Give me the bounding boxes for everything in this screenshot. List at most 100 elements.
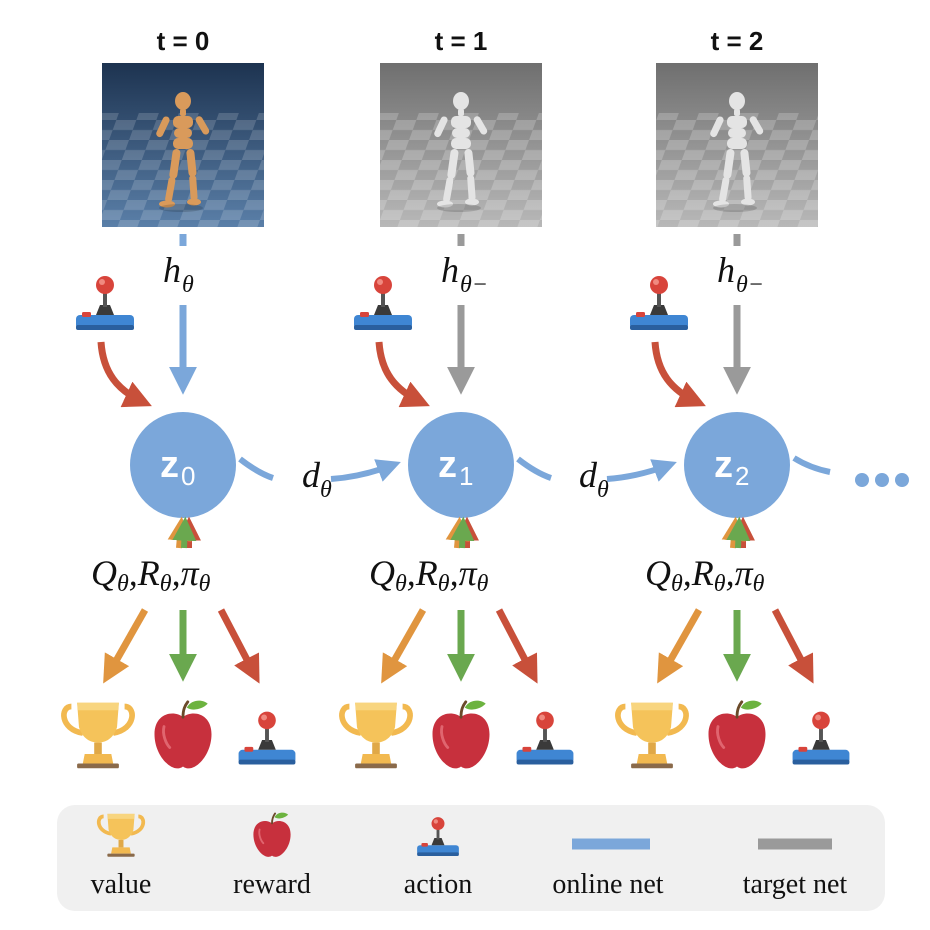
- legend-reward-label: reward: [233, 869, 311, 900]
- latent-node-circle: [684, 412, 790, 518]
- dynamics-stem: [516, 456, 553, 481]
- latent-node-symbol: z: [714, 444, 733, 486]
- policy-output-arrow: [771, 608, 814, 684]
- head-symbol: Q: [91, 553, 117, 593]
- head-subscript: θ: [753, 571, 765, 597]
- head-subscript: θ: [160, 571, 172, 597]
- timestep-title: t = 2: [711, 26, 764, 56]
- head-symbol: ,: [129, 553, 138, 593]
- head-symbol: R: [137, 553, 160, 593]
- encoder-subscript: θ: [182, 272, 194, 298]
- dynamics-label: d: [302, 455, 321, 495]
- heads-label: Qθ,Rθ,πθ: [645, 553, 765, 597]
- head-symbol: R: [691, 553, 714, 593]
- value-output-arrow: [103, 608, 149, 684]
- trophy-icon: [64, 703, 132, 769]
- head-subscript: θ: [199, 571, 211, 597]
- ellipsis-dot: [895, 473, 909, 487]
- dynamics-stem: [238, 456, 275, 481]
- timestep-title: t = 1: [435, 26, 488, 56]
- head-symbol: ,: [407, 553, 416, 593]
- value-output-arrow: [381, 608, 427, 684]
- legend-action-label: action: [404, 869, 472, 900]
- figure-shadow: [437, 204, 481, 212]
- apple-icon: [153, 699, 213, 770]
- latent-node-subscript: 1: [459, 461, 473, 491]
- joystick-icon: [76, 276, 134, 330]
- heads-label: Qθ,Rθ,πθ: [369, 553, 489, 597]
- head-symbol: ,: [172, 553, 181, 593]
- action-input-arrow: [97, 341, 152, 408]
- head-arrow-up-value: [721, 516, 746, 549]
- dynamics-subscript: θ: [320, 477, 332, 503]
- encoder-label: h: [717, 250, 735, 290]
- latent-node-subscript: 2: [735, 461, 749, 491]
- continuation-stem: [792, 455, 831, 475]
- policy-output-arrow: [217, 608, 260, 684]
- continuation-text: …: [882, 519, 883, 521]
- head-arrow-up-value: [167, 516, 192, 549]
- timestep-2: t = 2h θ−z 2Qθ,Rθ,πθ: [618, 26, 850, 768]
- humanoid-frame-icon: [102, 63, 264, 227]
- joystick-icon: [516, 711, 574, 765]
- humanoid-frame-icon: [656, 63, 818, 227]
- joystick-icon: [238, 711, 296, 765]
- encoder-label: h: [441, 250, 459, 290]
- continuation-ellipsis: …: [855, 473, 909, 521]
- joystick-icon: [354, 276, 412, 330]
- joystick-icon: [792, 711, 850, 765]
- dynamics-arrow: [330, 459, 401, 482]
- dynamics-subscript: θ: [597, 477, 609, 503]
- figure-shadow: [159, 204, 203, 212]
- legend-online-label: online net: [552, 869, 663, 900]
- head-symbol: π: [181, 553, 200, 593]
- head-symbol: ,: [683, 553, 692, 593]
- legend-value-label: value: [91, 869, 152, 900]
- trophy-icon: [342, 703, 410, 769]
- value-output-arrow: [657, 608, 703, 684]
- latent-node-symbol: z: [160, 444, 179, 486]
- head-subscript: θ: [395, 571, 407, 597]
- latent-node-symbol: z: [438, 444, 457, 486]
- ellipsis-dot: [855, 473, 869, 487]
- head-subscript: θ: [714, 571, 726, 597]
- latent-node-subscript: 0: [181, 461, 195, 491]
- dynamics-label: d: [579, 455, 598, 495]
- legend-target-label: target net: [743, 869, 848, 900]
- head-arrow-up-reward: [726, 516, 751, 549]
- trophy-icon: [618, 703, 686, 769]
- head-arrow-up-value: [445, 516, 470, 549]
- apple-icon: [707, 699, 767, 770]
- head-subscript: θ: [117, 571, 129, 597]
- figure-shadow: [713, 204, 757, 212]
- action-input-arrow: [651, 341, 706, 408]
- joystick-icon: [630, 276, 688, 330]
- dynamics-arrow: [606, 459, 677, 482]
- encoder-subscript: θ−: [460, 272, 488, 298]
- humanoid-frame-icon: [380, 63, 542, 227]
- legend: value reward action online net target net: [57, 805, 885, 911]
- head-subscript: θ: [438, 571, 450, 597]
- head-symbol: π: [459, 553, 478, 593]
- head-symbol: Q: [369, 553, 395, 593]
- encoder-label: h: [163, 250, 181, 290]
- head-symbol: π: [735, 553, 754, 593]
- head-symbol: R: [415, 553, 438, 593]
- timestep-1: t = 1h θ−z 1Qθ,Rθ,πθ: [342, 26, 574, 768]
- latent-node-circle: [130, 412, 236, 518]
- ellipsis-dot: [875, 473, 889, 487]
- head-subscript: θ: [477, 571, 489, 597]
- policy-output-arrow: [495, 608, 538, 684]
- action-input-arrow: [375, 341, 430, 408]
- encoder-subscript: θ−: [736, 272, 764, 298]
- head-symbol: Q: [645, 553, 671, 593]
- head-arrow-up-reward: [450, 516, 475, 549]
- timestep-0: t = 0h θz 0Qθ,Rθ,πθ: [64, 26, 296, 768]
- head-symbol: ,: [450, 553, 459, 593]
- latent-node-circle: [408, 412, 514, 518]
